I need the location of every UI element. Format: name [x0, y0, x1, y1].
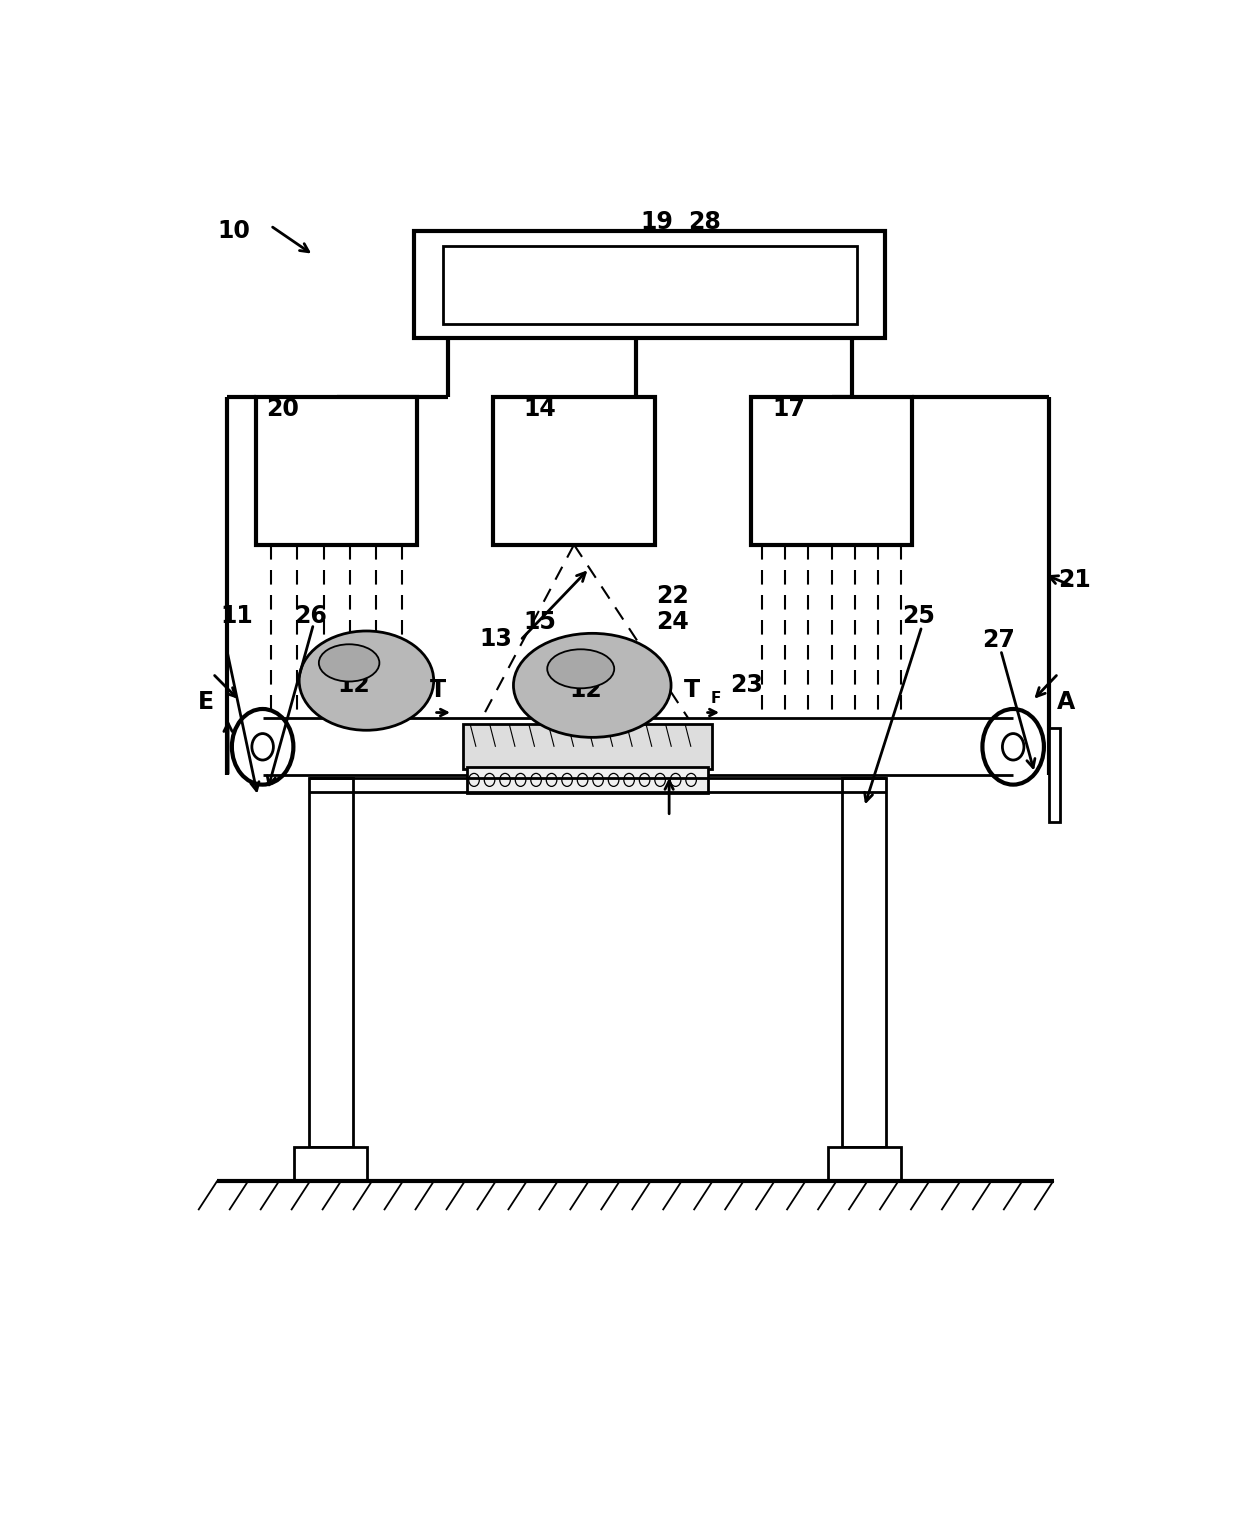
Text: 10: 10 — [217, 220, 250, 244]
Ellipse shape — [547, 649, 614, 688]
Bar — [444, 246, 857, 324]
Text: 24: 24 — [656, 609, 688, 634]
Text: 28: 28 — [688, 210, 722, 233]
Text: 20: 20 — [267, 396, 299, 421]
Bar — [414, 232, 885, 338]
Text: F: F — [711, 691, 720, 706]
Text: A: A — [1056, 689, 1075, 714]
Text: 12: 12 — [569, 678, 601, 701]
Text: 19: 19 — [640, 210, 673, 233]
Bar — [751, 398, 913, 545]
Bar — [828, 1148, 900, 1180]
Text: T: T — [683, 678, 699, 701]
Bar — [494, 398, 655, 545]
Bar — [309, 778, 353, 1148]
Bar — [294, 1148, 367, 1180]
Bar — [1049, 728, 1060, 823]
Bar — [463, 725, 713, 769]
Text: 17: 17 — [773, 396, 806, 421]
Text: 21: 21 — [1058, 568, 1091, 593]
Ellipse shape — [319, 645, 379, 682]
Ellipse shape — [299, 631, 434, 731]
Text: E: E — [198, 689, 215, 714]
Ellipse shape — [513, 634, 671, 737]
Text: 27: 27 — [982, 628, 1016, 652]
Bar — [467, 768, 708, 794]
Bar — [842, 778, 887, 1148]
Text: 23: 23 — [730, 674, 764, 697]
Text: 11: 11 — [221, 603, 253, 628]
Text: 25: 25 — [903, 603, 935, 628]
Text: 13: 13 — [480, 628, 512, 651]
Text: 15: 15 — [523, 609, 556, 634]
Text: T: T — [429, 678, 445, 701]
Bar — [255, 398, 418, 545]
Text: 22: 22 — [656, 583, 688, 608]
Text: 14: 14 — [523, 396, 556, 421]
Text: 26: 26 — [294, 603, 327, 628]
Text: 12: 12 — [337, 674, 371, 697]
